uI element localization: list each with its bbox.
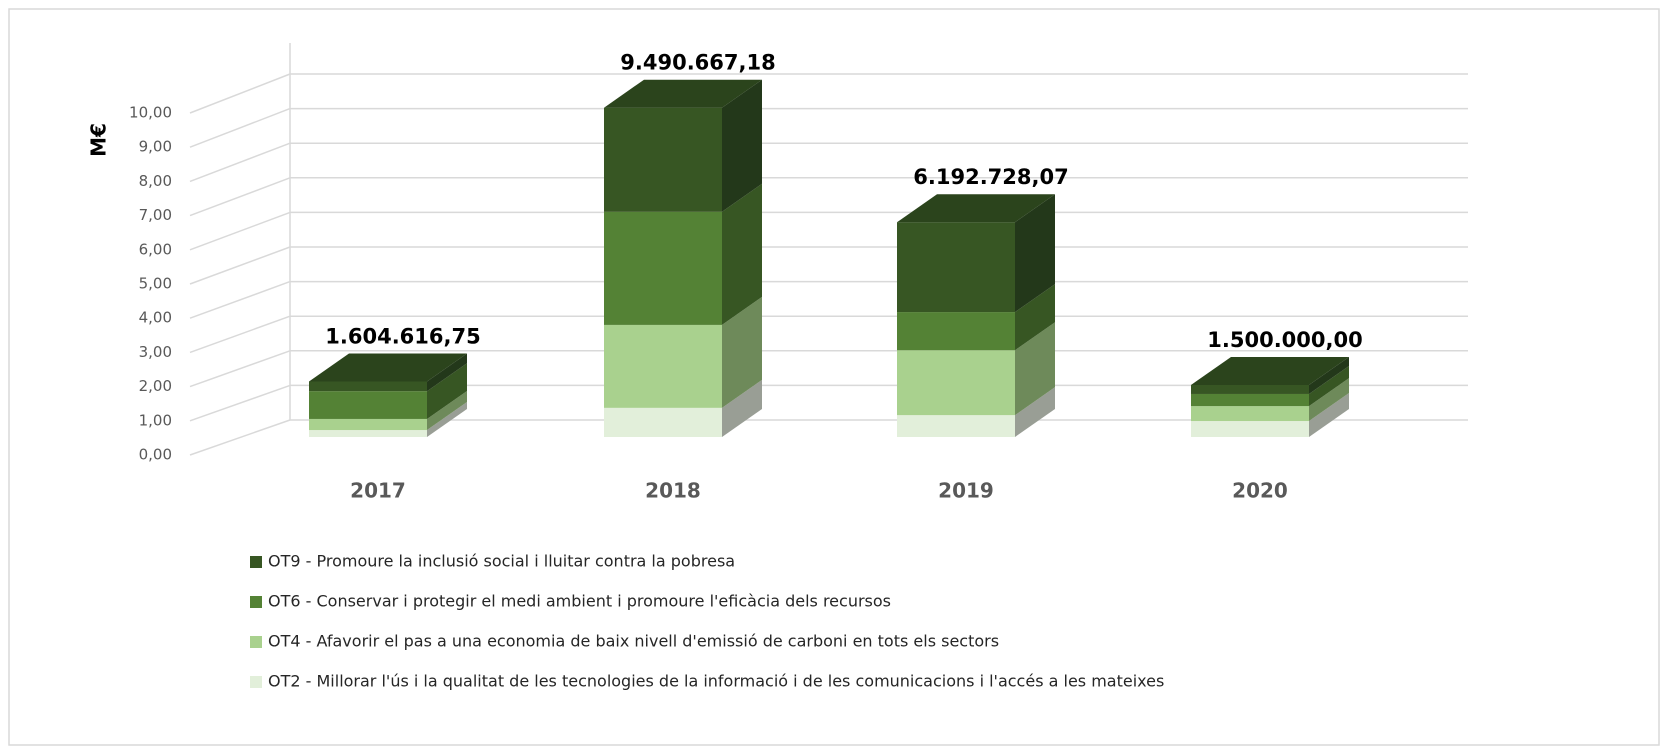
bar-top (1191, 356, 1349, 385)
bar (1191, 393, 1309, 407)
x-tick-label: 2019 (938, 479, 994, 503)
bar (309, 418, 427, 431)
bar-side (1309, 378, 1349, 422)
grid-line-side (189, 350, 291, 388)
legend-swatch (250, 636, 262, 648)
bar (309, 430, 427, 437)
bar (897, 350, 1015, 416)
chart-frame (8, 8, 1660, 746)
bar (604, 211, 722, 325)
bar (604, 407, 722, 437)
bar-side (1015, 194, 1055, 313)
bar-side (1309, 393, 1349, 437)
total-label: 9.490.667,18 (620, 51, 775, 75)
grid-line-side (189, 384, 291, 422)
y-tick-label: 4,00 (139, 309, 172, 327)
bar-side (427, 353, 467, 392)
y-tick-label: 5,00 (139, 275, 172, 293)
bar-side (427, 402, 467, 437)
bar-side (1015, 387, 1055, 437)
legend-swatch (250, 596, 262, 608)
bar-top (604, 79, 762, 108)
bar-side (1015, 322, 1055, 416)
bar-side (1309, 365, 1349, 407)
y-tick-label: 3,00 (139, 343, 172, 361)
y-tick-label: 0,00 (139, 446, 172, 464)
bar (309, 391, 427, 419)
y-tick-label: 8,00 (139, 172, 172, 190)
legend-swatch (250, 556, 262, 568)
total-label: 1.604.616,75 (325, 324, 480, 348)
bar (604, 324, 722, 408)
bar-top (897, 194, 1055, 223)
bar (604, 107, 722, 212)
bar-top (309, 353, 467, 382)
grid-line-side (189, 73, 291, 114)
bar (309, 381, 427, 392)
x-tick-label: 2018 (645, 479, 701, 503)
bar-side (722, 79, 762, 212)
y-tick-label: 7,00 (139, 206, 172, 224)
y-tick-label: 10,00 (129, 104, 172, 122)
legend-label: OT4 - Afavorir el pas a una economia de … (268, 632, 999, 651)
total-label: 1.500.000,00 (1207, 328, 1362, 352)
bar-side (722, 296, 762, 408)
x-tick-label: 2017 (350, 479, 406, 503)
bar-side (427, 390, 467, 431)
bar-side (722, 183, 762, 325)
y-tick-label: 1,00 (139, 411, 172, 429)
grid-line-side (189, 211, 291, 251)
bar (1191, 421, 1309, 437)
bar (1191, 384, 1309, 394)
legend-label: OT9 - Promoure la inclusió social i llui… (268, 552, 735, 571)
grid-line-side (189, 177, 291, 217)
grid-line-side (189, 142, 291, 183)
legend-swatch (250, 676, 262, 688)
grid-line-side (189, 246, 291, 285)
y-tick-label: 9,00 (139, 138, 172, 156)
bar (897, 312, 1015, 351)
bar-side (722, 379, 762, 437)
legend-label: OT2 - Millorar l'ús i la qualitat de les… (268, 672, 1164, 691)
grid-line-side (189, 107, 291, 148)
bar-side (1309, 356, 1349, 394)
grid-line-side (189, 280, 291, 319)
x-tick-label: 2020 (1232, 479, 1288, 503)
y-axis-label: M€ (87, 123, 111, 157)
grid-line-side (189, 419, 291, 456)
bar (1191, 406, 1309, 422)
bar-side (1015, 284, 1055, 351)
y-tick-label: 2,00 (139, 377, 172, 395)
grid-line-side (189, 315, 291, 354)
bar-side (427, 363, 467, 419)
total-label: 6.192.728,07 (913, 165, 1068, 189)
legend-label: OT6 - Conservar i protegir el medi ambie… (268, 592, 891, 611)
bar (897, 415, 1015, 437)
bar (897, 222, 1015, 313)
y-tick-label: 6,00 (139, 240, 172, 258)
